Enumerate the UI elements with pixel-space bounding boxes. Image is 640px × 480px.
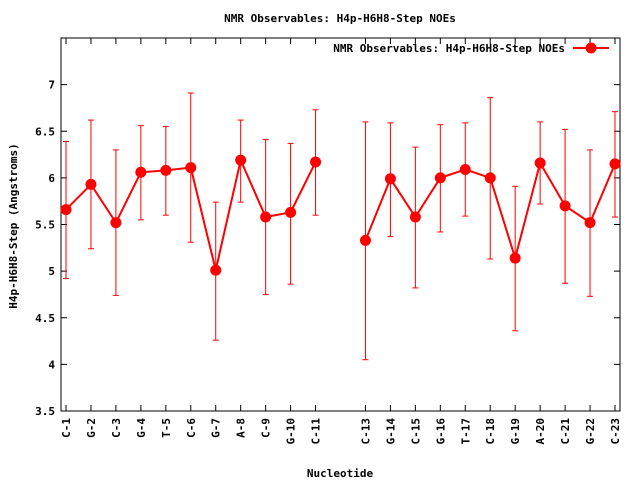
x-tick-label: C-3 [110, 418, 123, 438]
data-point [110, 217, 122, 229]
x-tick-label: G-10 [285, 418, 298, 445]
data-point [260, 211, 272, 223]
y-tick-label: 4.5 [35, 312, 55, 325]
chart-title: NMR Observables: H4p-H6H8-Step NOEs [224, 12, 456, 25]
data-point [459, 163, 471, 175]
y-axis-label: H4p-H6H8-Step (Angstroms) [7, 143, 20, 309]
y-tick-label: 5 [48, 265, 55, 278]
y-tick-label: 3.5 [35, 405, 55, 418]
x-tick-label: T-5 [160, 418, 173, 438]
data-point [235, 154, 247, 166]
x-tick-label: T-17 [459, 418, 472, 445]
plot-area [60, 37, 621, 412]
x-tick-label: C-18 [484, 418, 497, 445]
x-axis: C-1 G-2 C-3 G-4 T-5 C-6 G-7 A-8 C-9 G-10 C-11 C-13 G… [60, 38, 622, 445]
x-tick-label: G-4 [135, 418, 148, 438]
x-tick-label: G-19 [509, 418, 522, 445]
x-tick-label: A-8 [235, 418, 248, 438]
data-point [160, 164, 172, 176]
x-tick-label: G-16 [434, 418, 447, 445]
legend-marker [585, 42, 597, 54]
x-tick-label: C-6 [185, 418, 198, 438]
data-point [509, 252, 521, 264]
data-point [409, 211, 421, 223]
x-tick-label: C-13 [359, 418, 372, 445]
y-tick-label: 4 [48, 358, 55, 371]
x-tick-label: G-7 [210, 418, 223, 438]
x-tick-label: C-11 [310, 418, 323, 445]
data-point [285, 206, 297, 218]
data-point [559, 200, 571, 212]
x-axis-label: Nucleotide [307, 467, 374, 480]
data-point [584, 217, 596, 229]
data-point [609, 158, 621, 170]
x-tick-label: C-21 [559, 418, 572, 445]
legend: NMR Observables: H4p-H6H8-Step NOEs [333, 42, 609, 55]
data-point [135, 166, 147, 178]
data-point [310, 156, 322, 168]
x-tick-label: G-2 [85, 418, 98, 438]
data-point [210, 264, 222, 276]
y-tick-label: 6.5 [35, 125, 55, 138]
data-point [359, 234, 371, 246]
series-layer [60, 92, 621, 361]
x-tick-label: C-23 [609, 418, 622, 445]
y-tick-label: 6 [48, 172, 55, 185]
data-point [534, 157, 546, 169]
data-point [434, 172, 446, 184]
y-tick-label: 7 [48, 79, 55, 92]
x-tick-label: C-15 [409, 418, 422, 445]
data-point [484, 172, 496, 184]
x-tick-label: C-9 [260, 418, 273, 438]
x-tick-label: A-20 [534, 418, 547, 445]
data-point [185, 162, 197, 174]
x-tick-label: C-1 [60, 418, 73, 438]
x-tick-label: G-22 [584, 418, 597, 445]
x-tick-label: G-14 [384, 418, 397, 445]
data-point [60, 204, 72, 216]
data-point [384, 173, 396, 185]
legend-label: NMR Observables: H4p-H6H8-Step NOEs [333, 42, 565, 55]
y-tick-label: 5.5 [35, 219, 55, 232]
data-point [85, 178, 97, 190]
y-axis: 3.5 4 4.5 5 5.5 6 6.5 7 [35, 79, 620, 418]
